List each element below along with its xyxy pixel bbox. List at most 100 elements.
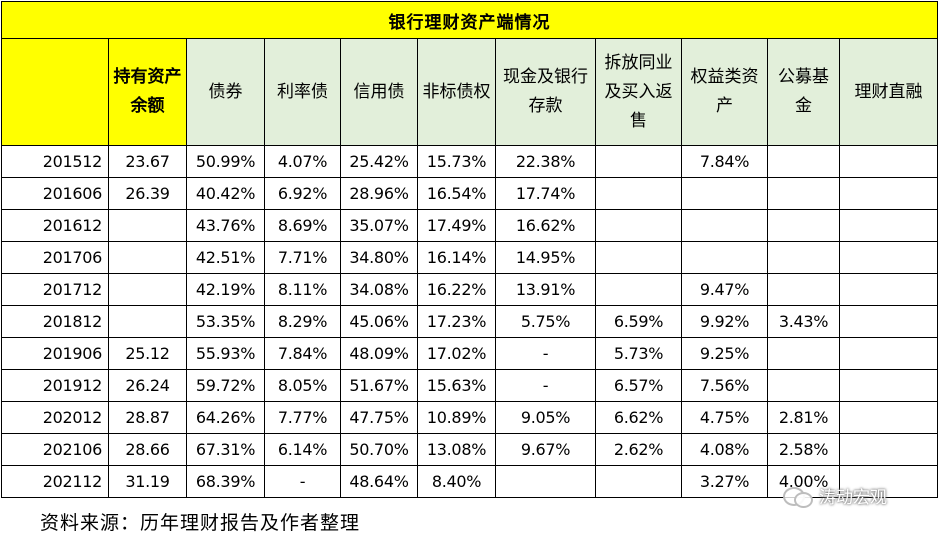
- column-header: 持有资产余额: [108, 38, 187, 146]
- table-cell: 42.19%: [186, 273, 265, 306]
- table-row: 201512 23.67 50.99% 4.07% 25.42% 15.73% 22.38%…: [1, 145, 939, 178]
- table-body: 201512 23.67 50.99% 4.07% 25.42% 15.73% 22.38%…: [1, 145, 939, 498]
- table-row: 201606 26.39 40.42% 6.92% 28.96% 16.54% 17.74%: [1, 177, 939, 210]
- table-cell: 9.92%: [681, 305, 768, 338]
- table-cell: [767, 337, 840, 370]
- table-cell: 17.23%: [417, 305, 496, 338]
- column-header: 权益类资产: [681, 38, 768, 146]
- table-cell: 4.08%: [681, 433, 768, 466]
- table-cell: [595, 209, 682, 242]
- column-header: 非标债权: [417, 38, 496, 146]
- column-header: 拆放同业及买入返售: [595, 38, 682, 146]
- table-cell: 59.72%: [186, 369, 265, 402]
- table-row: 201912 26.24 59.72% 8.05% 51.67% 15.63% -6.57%…: [1, 369, 939, 402]
- table-cell: [838, 401, 939, 434]
- watermark: 涛动宏观: [783, 483, 887, 508]
- table-cell: 10.89%: [417, 401, 496, 434]
- table-cell: [681, 241, 768, 274]
- table-cell: 16.54%: [417, 177, 496, 210]
- table-cell: 8.40%: [417, 465, 496, 498]
- table-cell: 9.05%: [495, 401, 596, 434]
- header-period: [1, 38, 109, 146]
- bank-wealth-asset-table: 银行理财资产端情况 持有资产余额 债券 利率债 信用债 非标债权 现金及银行存款 拆放同业及…: [0, 1, 939, 498]
- table-cell: [767, 369, 840, 402]
- table-cell: 50.70%: [340, 433, 418, 466]
- table-cell: [595, 241, 682, 274]
- table-cell: [838, 465, 939, 498]
- table-cell: 7.56%: [681, 369, 768, 402]
- table-cell: 28.96%: [340, 177, 418, 210]
- table-cell: [838, 369, 939, 402]
- table-cell: [838, 209, 939, 242]
- table-cell: 2.81%: [767, 401, 840, 434]
- table-cell: 43.76%: [186, 209, 265, 242]
- table-row: 202112 31.19 68.39% -48.64% 8.40% 3.27% 4.00%: [1, 465, 939, 498]
- table-cell: 23.67: [108, 145, 187, 178]
- table-cell: [108, 273, 187, 306]
- table-cell: [767, 209, 840, 242]
- table-cell: 64.26%: [186, 401, 265, 434]
- period-cell: 201512: [1, 145, 109, 178]
- table-cell: 50.99%: [186, 145, 265, 178]
- period-cell: 202112: [1, 465, 109, 498]
- table-row: 202106 28.66 67.31% 6.14% 50.70% 13.08% 9.67% 2…: [1, 433, 939, 466]
- table-cell: 16.22%: [417, 273, 496, 306]
- table-cell: 26.24: [108, 369, 187, 402]
- table-cell: 7.71%: [264, 241, 341, 274]
- watermark-text: 涛动宏观: [819, 488, 887, 508]
- table-cell: -: [264, 465, 341, 498]
- table-container: 银行理财资产端情况 持有资产余额 债券 利率债 信用债 非标债权 现金及银行存款 拆放同业及…: [0, 1, 939, 498]
- table-cell: [767, 145, 840, 178]
- table-row: 202012 28.87 64.26% 7.77% 47.75% 10.89% 9.05% 6…: [1, 401, 939, 434]
- table-cell: 55.93%: [186, 337, 265, 370]
- table-cell: 6.62%: [595, 401, 682, 434]
- column-header: 公募基金: [767, 38, 840, 146]
- table-cell: [838, 241, 939, 274]
- table-cell: [681, 209, 768, 242]
- column-header: 利率债: [264, 38, 341, 146]
- table-cell: 5.73%: [595, 337, 682, 370]
- table-cell: 6.59%: [595, 305, 682, 338]
- table-cell: 13.91%: [495, 273, 596, 306]
- table-cell: [595, 465, 682, 498]
- table-cell: 7.84%: [264, 337, 341, 370]
- column-header: 信用债: [340, 38, 418, 146]
- table-cell: [838, 337, 939, 370]
- table-cell: 6.57%: [595, 369, 682, 402]
- period-cell: 201812: [1, 305, 109, 338]
- table-row: 201612 43.76% 8.69% 35.07% 17.49% 16.62%: [1, 209, 939, 242]
- table-cell: 45.06%: [340, 305, 418, 338]
- table-cell: 40.42%: [186, 177, 265, 210]
- table-cell: [108, 241, 187, 274]
- table-cell: 6.14%: [264, 433, 341, 466]
- table-cell: 48.64%: [340, 465, 418, 498]
- table-cell: [108, 209, 187, 242]
- period-cell: 201912: [1, 369, 109, 402]
- table-cell: 2.62%: [595, 433, 682, 466]
- table-cell: 3.27%: [681, 465, 768, 498]
- table-cell: 5.75%: [495, 305, 596, 338]
- period-cell: 201706: [1, 241, 109, 274]
- table-cell: 68.39%: [186, 465, 265, 498]
- table-cell: [767, 273, 840, 306]
- table-cell: 15.63%: [417, 369, 496, 402]
- table-cell: 6.92%: [264, 177, 341, 210]
- table-cell: 8.29%: [264, 305, 341, 338]
- table-cell: [681, 177, 768, 210]
- title-row: 银行理财资产端情况: [0, 1, 939, 39]
- table-cell: 17.49%: [417, 209, 496, 242]
- table-cell: 17.02%: [417, 337, 496, 370]
- table-cell: 42.51%: [186, 241, 265, 274]
- period-cell: 202106: [1, 433, 109, 466]
- table-cell: 8.11%: [264, 273, 341, 306]
- table-cell: 22.38%: [495, 145, 596, 178]
- table-cell: [595, 177, 682, 210]
- table-cell: 4.75%: [681, 401, 768, 434]
- table-cell: [767, 241, 840, 274]
- table-cell: [838, 145, 939, 178]
- table-cell: [595, 273, 682, 306]
- table-cell: [595, 145, 682, 178]
- table-cell: 7.77%: [264, 401, 341, 434]
- table-cell: -: [495, 337, 596, 370]
- source-note: 资料来源：历年理财报告及作者整理: [40, 512, 361, 534]
